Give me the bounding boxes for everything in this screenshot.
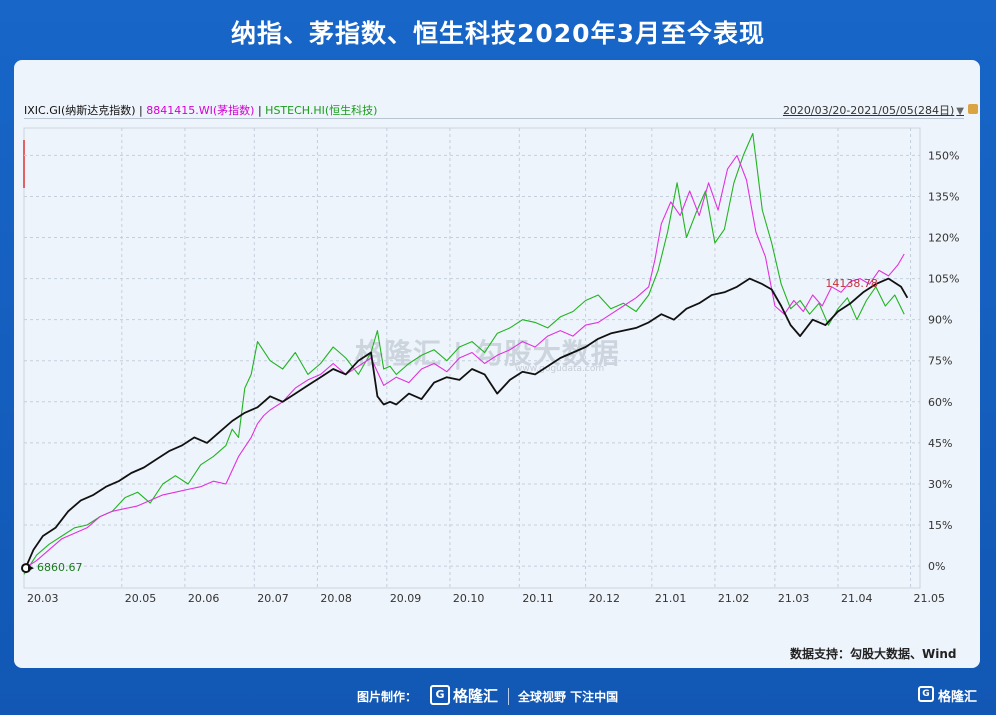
footer-divider (508, 688, 509, 705)
y-tick-label: 135% (928, 190, 959, 203)
end-value-label: 14138.78 (825, 277, 878, 290)
y-tick-label: 60% (928, 396, 952, 409)
legend-mao[interactable]: 8841415.WI(茅指数) (146, 104, 255, 117)
chart-card (14, 60, 980, 668)
series-line-ixic (23, 277, 909, 572)
watermark: 格隆汇 | 勾股大数据 (355, 337, 620, 370)
legend-separator: | (135, 104, 147, 117)
y-tick-label: 0% (928, 560, 945, 573)
x-tick-label: 20.07 (257, 592, 289, 605)
x-tick-label: 20.06 (188, 592, 220, 605)
footer: 图片制作： G 格隆汇 全球视野 下注中国 G 格隆汇 (0, 680, 996, 715)
x-tick-label: 20.05 (125, 592, 157, 605)
y-tick-label: 120% (928, 232, 959, 245)
start-value-label: 6860.67 (37, 561, 83, 574)
brand-logo-icon: G (430, 685, 450, 705)
x-tick-label: 21.01 (655, 592, 687, 605)
start-arrow-icon (28, 565, 34, 572)
legend-hstech[interactable]: HSTECH.HI(恒生科技) (265, 104, 378, 117)
x-tick-label: 21.02 (718, 592, 750, 605)
x-tick-label: 20.11 (522, 592, 554, 605)
data-source: 数据支持：勾股大数据、Wind (790, 647, 957, 661)
series-line-hs (23, 132, 905, 575)
y-tick-label: 105% (928, 273, 959, 286)
corner-brand: 格隆汇 (938, 690, 978, 705)
footer-slogan: 全球视野 下注中国 (518, 690, 619, 704)
y-tick-label: 45% (928, 437, 952, 450)
x-tick-label: 20.12 (589, 592, 621, 605)
series-line-mao (23, 154, 905, 570)
y-tick-label: 90% (928, 314, 952, 327)
y-tick-label: 150% (928, 149, 959, 162)
legend-ixic[interactable]: IXIC.GI(纳斯达克指数) (24, 104, 136, 117)
x-tick-label: 20.09 (390, 592, 422, 605)
x-tick-label: 21.04 (841, 592, 873, 605)
y-tick-label: 30% (928, 478, 952, 491)
settings-icon[interactable] (968, 104, 978, 114)
watermark-url: www.gogudata.com (515, 364, 605, 374)
x-tick-label: 20.10 (453, 592, 485, 605)
y-tick-label: 75% (928, 355, 952, 368)
page-title: 纳指、茅指数、恒生科技2020年3月至今表现 (231, 19, 765, 48)
x-tick-label: 21.03 (778, 592, 810, 605)
corner-logo-icon: G (918, 686, 934, 702)
x-tick-label: 20.03 (27, 592, 59, 605)
plot-area (23, 127, 921, 589)
x-tick-label: 20.08 (320, 592, 352, 605)
x-tick-label: 21.05 (914, 592, 946, 605)
dropdown-arrow-icon: ▼ (956, 106, 964, 117)
chart-legend: IXIC.GI(纳斯达克指数) | 8841415.WI(茅指数) | HSTE… (24, 102, 978, 119)
footer-credit: 图片制作： (357, 690, 418, 704)
footer-brand: 格隆汇 (453, 687, 499, 705)
date-range-selector[interactable]: 2020/03/20-2021/05/05(284日) ▼ (783, 102, 964, 118)
date-range-label: 2020/03/20-2021/05/05(284日) (782, 104, 955, 117)
legend-separator: | (254, 104, 266, 117)
y-tick-label: 15% (928, 519, 952, 532)
